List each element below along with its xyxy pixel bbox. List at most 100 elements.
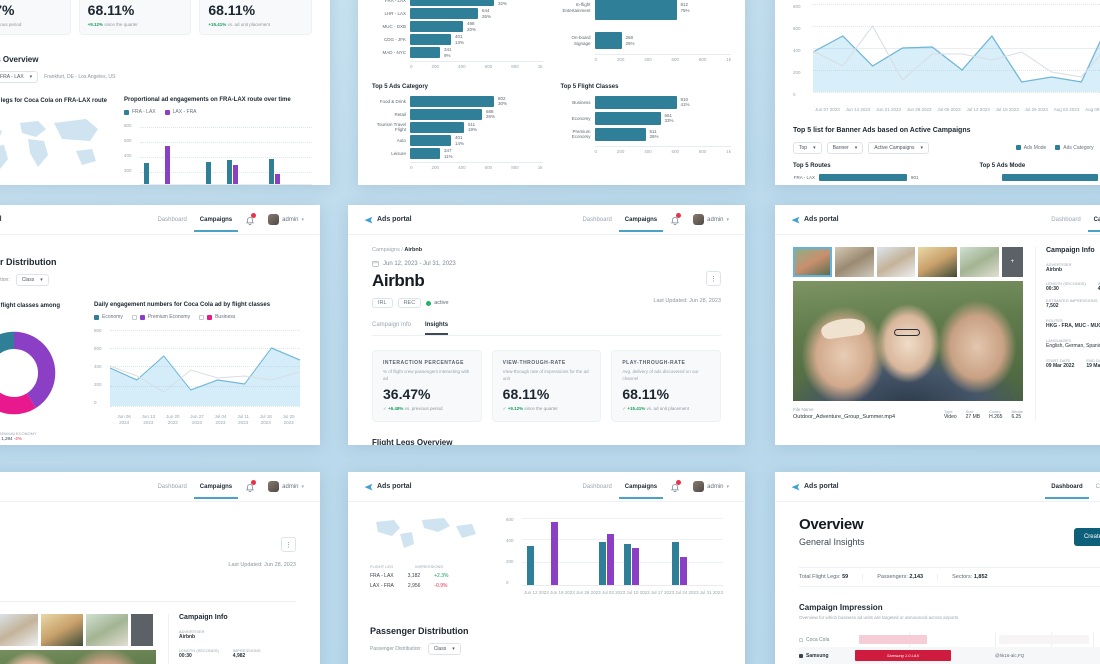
bar-category: FRA - LAX: [384, 0, 406, 3]
chevron-down-icon: ▾: [726, 216, 729, 223]
thumbnail[interactable]: [834, 247, 874, 277]
nav-dashboard[interactable]: Dashboard: [157, 483, 187, 490]
gantt-bar[interactable]: [859, 635, 927, 644]
nav-dashboard[interactable]: Dashboard: [582, 216, 612, 223]
breadcrumb-current: Airbnb: [404, 247, 423, 253]
filter-top[interactable]: Top ▾: [793, 141, 822, 154]
nav-dashboard[interactable]: Dashboard: [582, 483, 612, 490]
notification-bell-icon[interactable]: [670, 480, 682, 493]
status-label: active: [434, 300, 449, 306]
kpi-subtitle: Avg. delivery of ads discovered on our c…: [622, 369, 699, 381]
page-subtitle: General Insights: [799, 537, 865, 547]
kpi-subtitle: % of flight crew passengers interacting …: [383, 369, 470, 381]
passenger-dist-select[interactable]: Class ▾: [15, 274, 49, 286]
create-campaign-button[interactable]: Create Campaign: [1073, 528, 1100, 546]
bar-category: Leisure: [391, 150, 406, 156]
status-badge: active: [426, 300, 449, 306]
tab-insights[interactable]: Insights: [425, 322, 449, 335]
media-preview[interactable]: [793, 281, 1023, 401]
route-select-row[interactable]: Select Route: FRA - LAX▾ Frankfurt, DE -…: [0, 71, 312, 83]
nav-campaigns[interactable]: Campaigns: [1087, 217, 1100, 232]
passenger-dist-select[interactable]: Class ▾: [427, 642, 461, 655]
media-thumbnail-strip[interactable]: [0, 614, 156, 646]
user-menu[interactable]: admin ▾: [693, 481, 729, 492]
chart-title: Top 5 Flight Classes: [560, 83, 619, 90]
nav-dashboard[interactable]: Dashboard: [1051, 216, 1081, 223]
thumbnail[interactable]: [793, 247, 832, 277]
notification-bell-icon[interactable]: [245, 480, 257, 493]
gantt-bar-ghost: [999, 635, 1089, 644]
bar-category: Business: [572, 99, 591, 105]
thumbnail-more[interactable]: +: [1001, 247, 1024, 277]
nav-campaigns[interactable]: Campaigns: [618, 483, 664, 499]
bar-category: In-flight Entertainment: [562, 1, 591, 13]
gantt-row[interactable]: Coca Cola: [799, 632, 1100, 647]
media-preview[interactable]: [0, 650, 156, 664]
gantt-row-selected[interactable]: Samsung Samsung 1.0 LAX @hk16-alc,FQ: [799, 647, 1100, 664]
nav-campaigns[interactable]: Campaigns: [618, 216, 664, 232]
more-options-button[interactable]: ⋮: [706, 271, 721, 286]
nav-dashboard[interactable]: Dashboard: [1045, 483, 1090, 499]
legend-swatch-icon: [164, 109, 170, 115]
brand-label: Ads portal: [377, 483, 412, 490]
filter-campaign-status[interactable]: Active Campaigns ▾: [868, 141, 930, 154]
bar-value: 812 75%: [680, 2, 690, 13]
nav-dashboard[interactable]: Dashboard: [157, 216, 187, 223]
user-menu[interactable]: admin ▾: [693, 214, 729, 225]
thumbnail-more[interactable]: [131, 614, 153, 646]
chart-top5-ads-mode: Top 5 Ads Mode In-flight Entertainment81…: [561, 0, 731, 70]
bar: [410, 148, 440, 160]
bar-value: 802 30%: [498, 95, 508, 107]
chevron-down-icon: ▾: [854, 144, 858, 151]
thumbnail[interactable]: [0, 614, 38, 646]
thumbnail[interactable]: [86, 614, 128, 646]
bar: [410, 34, 451, 45]
legend-item-economy[interactable]: Economy: [94, 314, 123, 320]
plane-logo-icon: [364, 216, 373, 224]
thumbnail[interactable]: [960, 247, 999, 277]
bar-category: Auto: [396, 137, 406, 143]
more-options-button[interactable]: ⋮: [281, 537, 296, 552]
nav-campaigns[interactable]: Campaigns: [193, 483, 239, 499]
brand: Ads portal: [0, 215, 2, 224]
thumbnail[interactable]: [41, 614, 83, 646]
filter-format[interactable]: Banner ▾: [826, 141, 864, 154]
nav-campaigns[interactable]: Campaigns: [1095, 483, 1100, 490]
bar-value: 80132%: [498, 0, 508, 6]
kpi-title: VIEW-THROUGH-RATE: [502, 360, 566, 366]
route-select[interactable]: FRA - LAX ▾: [0, 71, 39, 83]
passenger-dist-select-row[interactable]: Passenger Distribution: Class▾: [0, 274, 300, 286]
thumbnail[interactable]: [876, 247, 916, 277]
notification-bell-icon[interactable]: [670, 213, 682, 226]
legend-swatch-icon: [124, 109, 129, 115]
file-label: File Name: [793, 407, 814, 412]
passenger-dist-select-row[interactable]: Passenger Distribution: Class▾: [370, 642, 723, 655]
kpi-title: PLAY-THROUGH-RATE: [622, 360, 686, 366]
route-select-value: FRA - LAX: [0, 74, 24, 80]
impression-trends-chart: 800 600 400 200 0: [793, 2, 1100, 102]
select-label: Passenger Distribution:: [0, 277, 10, 283]
kpi-delta: +15.41% vs. ad unit placement: [208, 22, 303, 27]
detail-tabs: Campaign Info Insights: [0, 588, 296, 602]
tab-campaign-info[interactable]: Campaign Info: [372, 322, 412, 328]
breadcrumb-parent[interactable]: Campaigns: [372, 247, 400, 253]
notification-badge: [251, 213, 257, 218]
engagement-bar-chart: 600 500 400 300: [124, 123, 312, 185]
thumbnail[interactable]: [918, 247, 957, 277]
bar-value: 688 26%: [486, 108, 496, 120]
user-menu[interactable]: admin ▾: [268, 214, 304, 225]
notification-badge: [676, 213, 682, 218]
bar: [410, 121, 464, 133]
gantt-bar[interactable]: Samsung 1.0 LAX: [855, 650, 951, 661]
legend-item-business[interactable]: Business: [199, 314, 235, 320]
y-tick: 600: [793, 26, 801, 31]
media-thumbnail-strip[interactable]: +: [793, 247, 1024, 277]
panel-overview: Ads portal Dashboard Campaigns Overview …: [775, 472, 1100, 664]
nav-campaigns[interactable]: Campaigns: [193, 216, 239, 232]
notification-bell-icon[interactable]: [245, 213, 257, 226]
user-menu[interactable]: admin ▾: [268, 481, 304, 492]
line-chart-title: Daily engagement numbers for Coca Cola a…: [94, 302, 271, 308]
chevron-down-icon: ▾: [726, 483, 729, 490]
brand: Ads portal: [364, 482, 412, 491]
legend-item-premium-economy[interactable]: Premium Economy: [131, 314, 190, 320]
